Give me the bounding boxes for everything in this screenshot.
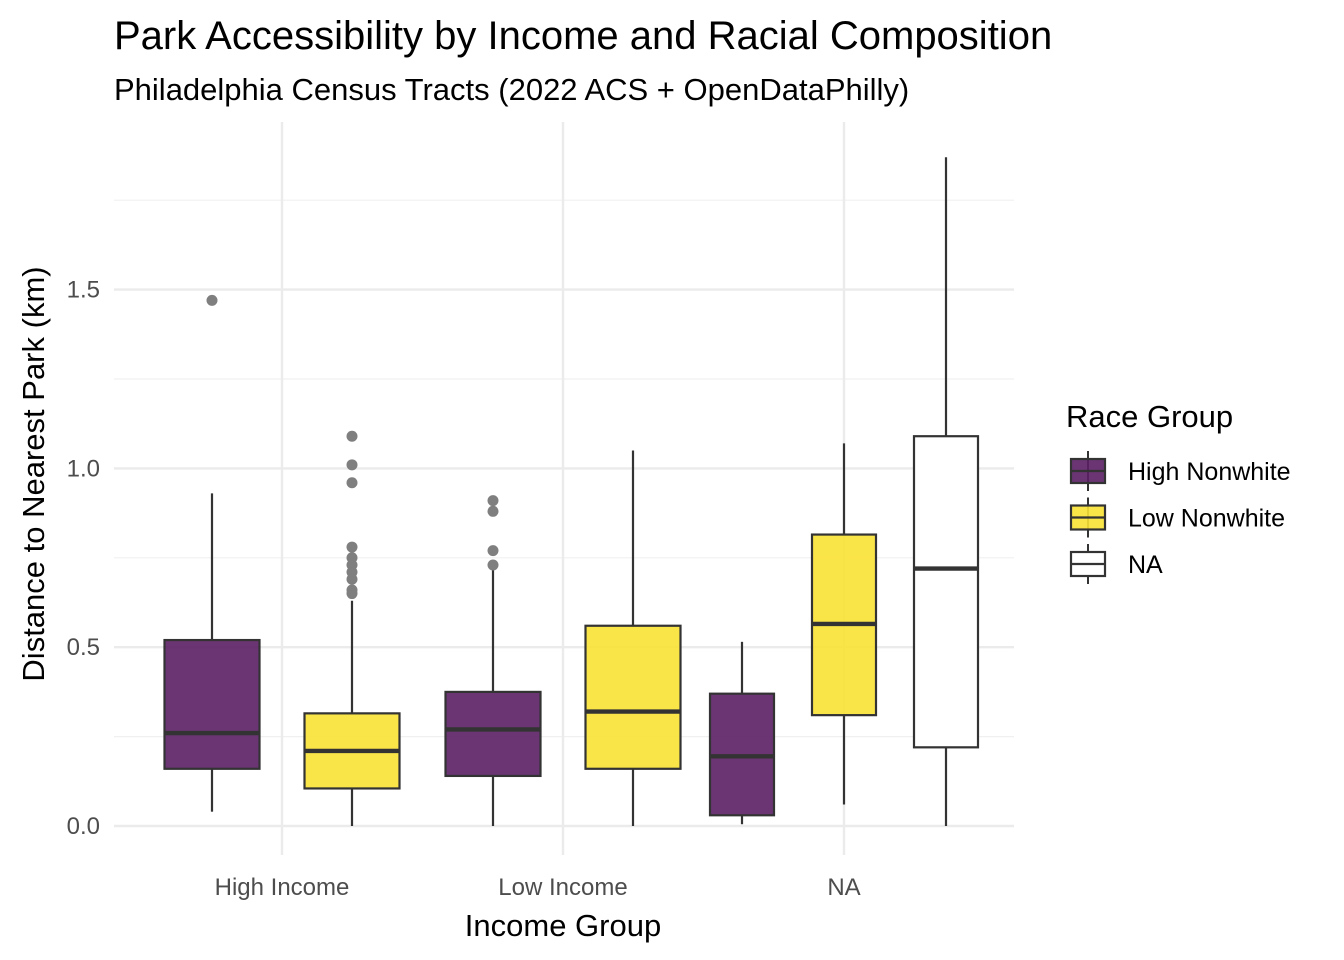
chart-subtitle: Philadelphia Census Tracts (2022 ACS + O… (114, 72, 909, 107)
x-axis-ticks: High Income Low Income NA (215, 874, 861, 901)
legend-label: High Nonwhite (1128, 458, 1291, 486)
iqr-box (444, 690, 542, 778)
outlier-point (346, 541, 358, 553)
grid-lines (114, 122, 1014, 855)
legend-title: Race Group (1066, 399, 1233, 434)
legend: Race Group High Nonwhite Low Nonwhite NA (1066, 399, 1291, 584)
box-low-nonwhite-na (810, 443, 878, 805)
box-series (163, 157, 980, 826)
x-axis-title: Income Group (465, 908, 661, 943)
y-axis-title: Distance to Nearest Park (km) (16, 266, 51, 681)
x-tick-label: Low Income (498, 874, 627, 901)
outlier-point (487, 495, 499, 507)
box-high-nonwhite-na (708, 641, 776, 825)
box-low-nonwhite-low-income (584, 450, 682, 826)
outlier-point (346, 552, 358, 564)
legend-label: Low Nonwhite (1128, 505, 1285, 533)
box-high-nonwhite-high-income (163, 294, 261, 812)
x-tick-label: High Income (215, 874, 350, 901)
outlier-point (487, 505, 499, 517)
box-low-nonwhite-high-income (303, 430, 401, 826)
outlier-point (346, 584, 358, 596)
iqr-box (584, 624, 682, 770)
iqr-box (912, 435, 980, 749)
outlier-point (487, 545, 499, 557)
legend-item-high-nonwhite: High Nonwhite (1069, 451, 1291, 491)
box-na-na (912, 157, 980, 826)
y-tick-label: 1.0 (67, 455, 100, 482)
iqr-box (163, 638, 261, 770)
box-high-nonwhite-low-income (444, 495, 542, 826)
y-tick-label: 0.5 (67, 634, 100, 661)
outlier-point (346, 430, 358, 442)
x-tick-label: NA (827, 874, 860, 901)
y-tick-label: 0.0 (67, 813, 100, 840)
y-axis-ticks: 0.0 0.5 1.0 1.5 (67, 277, 100, 840)
legend-item-na: NA (1069, 544, 1163, 584)
chart-title: Park Accessibility by Income and Racial … (114, 14, 1052, 58)
outlier-point (346, 477, 358, 489)
y-tick-label: 1.5 (67, 277, 100, 304)
legend-item-low-nonwhite: Low Nonwhite (1069, 497, 1285, 538)
outlier-point (346, 459, 358, 471)
legend-label: NA (1128, 551, 1163, 579)
outlier-point (487, 559, 499, 571)
outlier-point (206, 294, 218, 306)
